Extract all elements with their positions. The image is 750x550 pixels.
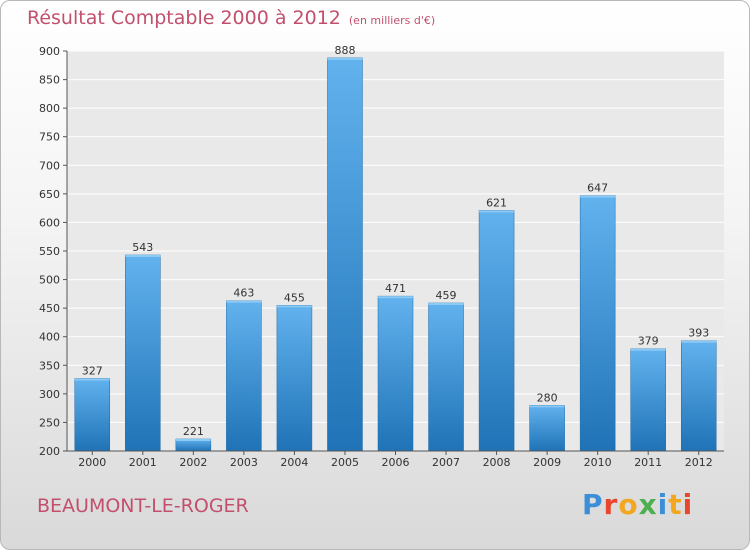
y-tick-label: 600	[39, 216, 60, 229]
value-label-2001: 543	[132, 241, 153, 254]
bar-highlight	[580, 195, 616, 198]
x-tick-label-2011: 2011	[634, 456, 662, 469]
y-tick-label: 550	[39, 245, 60, 258]
x-tick-label-2000: 2000	[78, 456, 106, 469]
logo-letter: t	[668, 488, 683, 521]
y-tick-label: 350	[39, 359, 60, 372]
x-tick-label-2002: 2002	[179, 456, 207, 469]
x-tick-label-2009: 2009	[533, 456, 561, 469]
y-tick-label: 650	[39, 188, 60, 201]
bar-2009	[529, 405, 565, 452]
bar-2004	[276, 305, 313, 452]
bar-highlight	[529, 405, 565, 408]
bar-2008	[478, 210, 515, 452]
bar-highlight	[276, 305, 312, 308]
value-label-2008: 621	[486, 196, 507, 209]
x-tick-label-2003: 2003	[230, 456, 258, 469]
value-label-2000: 327	[82, 364, 103, 377]
bar-2000	[74, 378, 111, 452]
x-tick-label-2004: 2004	[280, 456, 308, 469]
logo-letter: r	[603, 488, 619, 521]
y-tick-label: 900	[39, 45, 60, 58]
logo-letter: i	[682, 488, 694, 521]
value-label-2002: 221	[183, 425, 204, 438]
x-tick-label-2001: 2001	[129, 456, 157, 469]
y-tick-label: 400	[39, 331, 60, 344]
y-tick-label: 850	[39, 74, 60, 87]
bar-2006	[377, 295, 414, 452]
y-tick-label: 200	[39, 445, 60, 458]
city-name: BEAUMONT-LE-ROGER	[37, 495, 249, 517]
value-label-2012: 393	[688, 327, 709, 340]
bar-2010	[579, 195, 616, 452]
bar-highlight	[428, 303, 464, 305]
y-tick-label: 700	[39, 159, 60, 172]
bar-2001	[125, 254, 161, 452]
value-label-2009: 280	[537, 391, 558, 404]
logo-letter: i	[657, 488, 669, 521]
proxiti-logo[interactable]: Proxiti	[582, 488, 693, 521]
bar-2011	[630, 348, 666, 452]
x-tick-label-2008: 2008	[483, 456, 511, 469]
x-tick-label-2005: 2005	[331, 456, 359, 469]
bar-highlight	[327, 57, 363, 60]
bar-highlight	[681, 340, 717, 343]
bar-highlight	[378, 296, 413, 299]
y-tick-label: 500	[39, 274, 60, 287]
logo-letter: x	[638, 488, 658, 521]
y-tick-label: 250	[39, 416, 60, 429]
x-tick-label-2012: 2012	[685, 456, 713, 469]
bar-highlight	[125, 255, 161, 257]
bar-highlight	[479, 210, 515, 213]
logo-letter: P	[582, 488, 604, 521]
bar-2007	[428, 302, 464, 452]
bar-2012	[680, 340, 717, 452]
chart-title-text: Résultat Comptable 2000 à 2012	[27, 7, 341, 29]
y-tick-label: 750	[39, 131, 60, 144]
x-tick-label-2010: 2010	[584, 456, 612, 469]
y-tick-label: 300	[39, 388, 60, 401]
y-tick-label: 450	[39, 302, 60, 315]
bar-2005	[327, 57, 363, 452]
y-tick-label: 800	[39, 102, 60, 115]
bar-highlight	[74, 378, 110, 381]
value-label-2007: 459	[436, 289, 457, 302]
value-label-2011: 379	[638, 335, 659, 348]
chart-title: Résultat Comptable 2000 à 2012 (en millie…	[27, 7, 435, 29]
value-label-2010: 647	[587, 182, 608, 195]
value-label-2004: 455	[284, 291, 305, 304]
x-tick-label-2007: 2007	[432, 456, 460, 469]
bar-highlight	[226, 300, 262, 303]
value-label-2006: 471	[385, 282, 406, 295]
bar-highlight	[630, 348, 666, 351]
bar-highlight	[175, 439, 211, 441]
chart-subtitle: (en milliers d'€)	[348, 14, 436, 27]
value-label-2005: 888	[334, 44, 355, 57]
logo-letter: o	[618, 488, 639, 521]
bar-2003	[226, 300, 262, 452]
x-tick-label-2006: 2006	[382, 456, 410, 469]
value-label-2003: 463	[233, 287, 254, 300]
